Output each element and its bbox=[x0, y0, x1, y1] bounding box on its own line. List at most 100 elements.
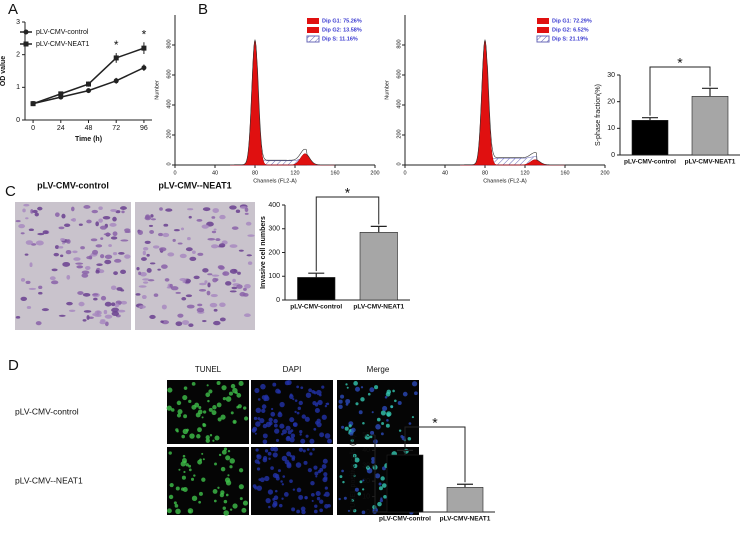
cell bbox=[175, 321, 183, 327]
cell bbox=[100, 237, 104, 240]
nucleus bbox=[220, 490, 225, 495]
nucleus bbox=[267, 489, 274, 495]
nucleus bbox=[283, 492, 289, 497]
nucleus bbox=[272, 472, 278, 479]
cell bbox=[141, 257, 147, 261]
nucleus bbox=[402, 391, 408, 397]
y-axis-label: Number bbox=[384, 80, 390, 100]
nucleus bbox=[397, 400, 402, 405]
nucleus bbox=[255, 421, 261, 427]
nucleus bbox=[376, 417, 381, 422]
nucleus bbox=[317, 399, 323, 406]
cell bbox=[244, 212, 249, 215]
nucleus bbox=[166, 405, 172, 411]
cell bbox=[26, 306, 32, 309]
cell bbox=[196, 219, 203, 222]
cell bbox=[138, 285, 147, 288]
nucleus bbox=[360, 397, 365, 402]
nucleus bbox=[343, 496, 347, 500]
nucleus bbox=[338, 399, 343, 404]
nucleus bbox=[359, 480, 363, 484]
cell bbox=[187, 237, 191, 241]
nucleus bbox=[207, 399, 210, 403]
nucleus bbox=[198, 500, 201, 504]
nucleus bbox=[354, 487, 359, 492]
nucleus bbox=[289, 394, 294, 400]
nucleus bbox=[227, 449, 231, 453]
nucleus bbox=[182, 394, 188, 401]
nucleus bbox=[392, 389, 395, 393]
cell bbox=[181, 296, 187, 301]
cell bbox=[237, 271, 241, 275]
cell bbox=[185, 247, 193, 252]
cell bbox=[120, 300, 128, 305]
cell bbox=[213, 308, 218, 312]
nucleus bbox=[193, 474, 196, 477]
cell bbox=[103, 233, 112, 236]
nucleus bbox=[182, 454, 186, 458]
cell bbox=[66, 239, 71, 244]
cell bbox=[152, 245, 160, 249]
cell bbox=[81, 270, 90, 275]
nucleus bbox=[297, 406, 302, 411]
error-bar bbox=[457, 483, 473, 488]
nucleus bbox=[229, 465, 233, 469]
panel-label: D bbox=[8, 357, 19, 374]
bar bbox=[691, 96, 729, 156]
nucleus bbox=[205, 435, 210, 440]
cell bbox=[78, 223, 83, 226]
nucleus bbox=[298, 494, 304, 500]
nucleus bbox=[382, 466, 386, 471]
x-tick-label: 40 bbox=[442, 170, 448, 176]
cell bbox=[162, 232, 170, 238]
nucleus bbox=[196, 434, 201, 439]
cell bbox=[157, 268, 161, 271]
cell bbox=[165, 208, 173, 212]
x-tick-label: 80 bbox=[482, 170, 488, 176]
significance: * bbox=[345, 185, 351, 201]
cell bbox=[167, 252, 175, 257]
nucleus bbox=[221, 449, 227, 455]
nucleus bbox=[201, 452, 204, 455]
cell bbox=[25, 280, 31, 285]
nucleus bbox=[327, 438, 332, 444]
nucleus bbox=[311, 390, 315, 394]
nucleus bbox=[254, 432, 257, 435]
nucleus bbox=[285, 425, 291, 431]
cell bbox=[153, 293, 159, 297]
nucleus bbox=[273, 495, 279, 500]
nucleus bbox=[287, 430, 292, 435]
nucleus bbox=[191, 381, 196, 386]
cell bbox=[143, 281, 149, 284]
cell bbox=[83, 205, 91, 209]
nucleus bbox=[316, 496, 321, 501]
cell bbox=[149, 314, 156, 320]
nucleus bbox=[205, 392, 211, 398]
nucleus bbox=[214, 435, 220, 441]
cell bbox=[229, 244, 238, 248]
nucleus bbox=[295, 462, 302, 468]
nucleus bbox=[298, 447, 303, 452]
cell bbox=[95, 244, 103, 248]
nucleus bbox=[272, 382, 277, 387]
nucleus bbox=[344, 426, 349, 431]
nucleus bbox=[270, 446, 275, 452]
nucleus bbox=[345, 398, 351, 404]
cell bbox=[239, 292, 246, 297]
legend-label: pLV-CMV-control bbox=[36, 29, 89, 36]
nucleus bbox=[361, 510, 366, 515]
legend-swatch bbox=[536, 35, 550, 43]
nucleus bbox=[341, 469, 344, 473]
x-axis-label: Channels (FL2-A) bbox=[253, 178, 297, 184]
nucleus bbox=[236, 405, 240, 409]
cell bbox=[72, 250, 78, 254]
nucleus bbox=[259, 477, 265, 483]
nucleus bbox=[244, 416, 249, 421]
nucleus bbox=[262, 423, 268, 429]
nucleus bbox=[364, 434, 371, 440]
image-label: pLV-CMV--NEAT1 bbox=[158, 180, 231, 190]
cell bbox=[202, 319, 207, 323]
x-tick-label: 120 bbox=[290, 170, 299, 176]
cell bbox=[62, 261, 71, 267]
nucleus bbox=[309, 438, 315, 444]
